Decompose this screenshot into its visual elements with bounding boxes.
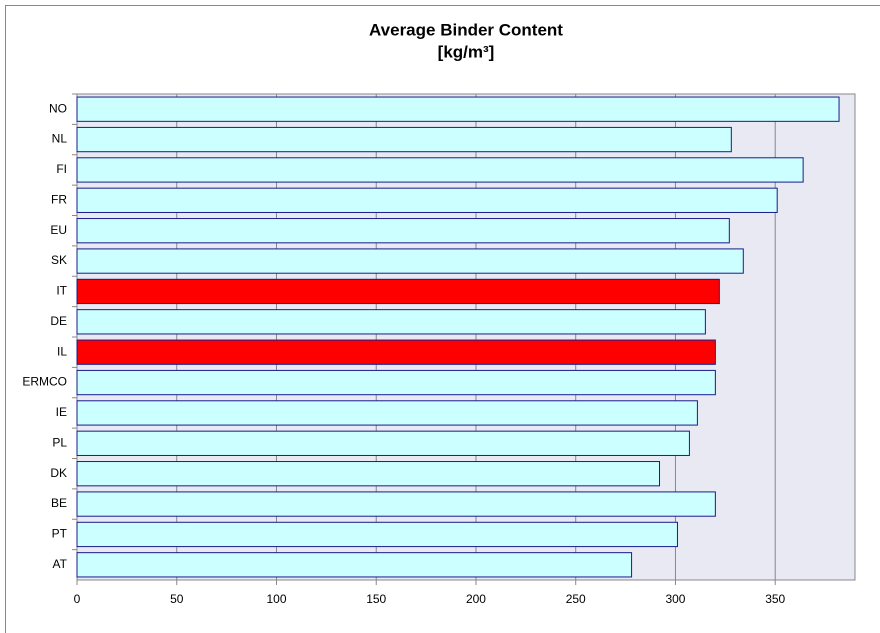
bar	[76, 369, 716, 396]
x-tick-label: 150	[366, 592, 386, 606]
y-tick-label: NL	[52, 132, 68, 146]
y-tick-label: SK	[51, 253, 67, 267]
bar	[76, 218, 730, 244]
y-tick-label: PT	[52, 527, 68, 541]
bar	[76, 157, 804, 183]
y-tick-label: ERMCO	[22, 375, 67, 389]
x-tick-label: 50	[170, 592, 184, 606]
chart-title: Average Binder Content	[369, 20, 563, 39]
bar	[76, 248, 744, 274]
y-tick-label: FR	[51, 192, 67, 206]
y-tick-label: DK	[50, 466, 67, 480]
bar	[76, 126, 732, 153]
bar	[76, 339, 716, 365]
y-tick-label: BE	[51, 496, 67, 510]
chart-subtitle: [kg/m³]	[438, 42, 495, 61]
x-tick-label: 200	[466, 592, 486, 606]
x-tick-label: 250	[566, 592, 586, 606]
y-tick-label: NO	[49, 101, 67, 115]
x-tick-label: 300	[665, 592, 685, 606]
y-tick-label: PL	[52, 435, 67, 449]
bar	[76, 461, 661, 487]
bar	[76, 278, 720, 305]
bar	[76, 552, 633, 578]
bar	[76, 187, 778, 213]
bar	[76, 491, 716, 517]
bar	[76, 430, 690, 456]
y-tick-label: IE	[56, 405, 67, 419]
bar	[76, 96, 840, 122]
y-tick-label: FI	[56, 162, 67, 176]
x-tick-label: 100	[266, 592, 286, 606]
bar	[76, 400, 698, 426]
y-tick-label: IL	[57, 344, 67, 358]
bar	[76, 309, 706, 335]
y-tick-label: EU	[50, 223, 67, 237]
x-tick-label: 0	[74, 592, 81, 606]
x-tick-label: 350	[765, 592, 785, 606]
bar	[76, 521, 678, 548]
y-tick-label: AT	[53, 557, 68, 571]
y-tick-label: IT	[56, 284, 67, 298]
y-tick-label: DE	[50, 314, 67, 328]
